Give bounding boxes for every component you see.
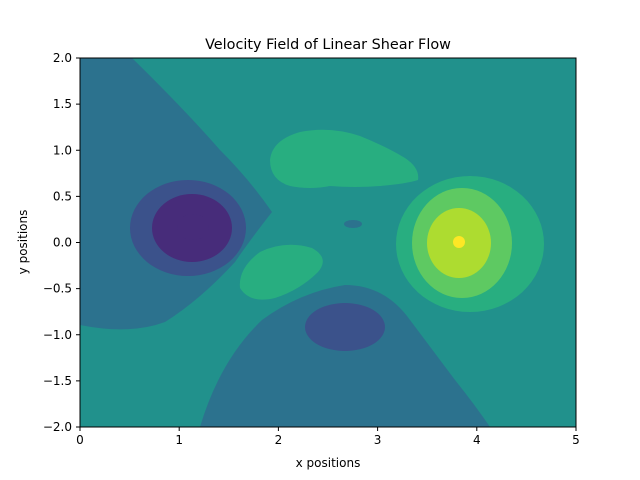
y-tick-label: 1.5 (53, 97, 72, 111)
y-axis-label: y positions (16, 210, 30, 275)
x-tick-label: 1 (175, 433, 183, 447)
center-small-vortex (344, 220, 362, 228)
y-tick-label: −2.0 (43, 420, 72, 434)
y-tick-label: −1.0 (43, 328, 72, 342)
right-vortex-core (453, 236, 465, 248)
bottom-low-region (200, 285, 490, 427)
y-tick-label: −1.5 (43, 374, 72, 388)
bottom-vortex (305, 303, 385, 351)
x-tick-label: 2 (275, 433, 283, 447)
y-tick-label: −0.5 (43, 282, 72, 296)
lower-high-lobe (239, 244, 323, 300)
x-axis-ticks: 0 1 2 3 4 5 (76, 427, 580, 447)
y-tick-label: 0.0 (53, 236, 72, 250)
x-tick-label: 4 (473, 433, 481, 447)
x-tick-label: 0 (76, 433, 84, 447)
y-tick-label: 2.0 (53, 51, 72, 65)
x-axis-label: x positions (296, 456, 361, 470)
y-tick-label: 1.0 (53, 143, 72, 157)
left-vortex-core (177, 214, 209, 240)
x-tick-label: 5 (572, 433, 580, 447)
y-tick-label: 0.5 (53, 189, 72, 203)
chart-title: Velocity Field of Linear Shear Flow (205, 37, 451, 53)
y-axis-ticks: 2.0 1.5 1.0 0.5 0.0 −0.5 −1.0 −1.5 −2.0 (43, 51, 80, 434)
upper-high-lobe (270, 129, 419, 188)
x-tick-label: 3 (374, 433, 382, 447)
plot-area (80, 58, 576, 427)
